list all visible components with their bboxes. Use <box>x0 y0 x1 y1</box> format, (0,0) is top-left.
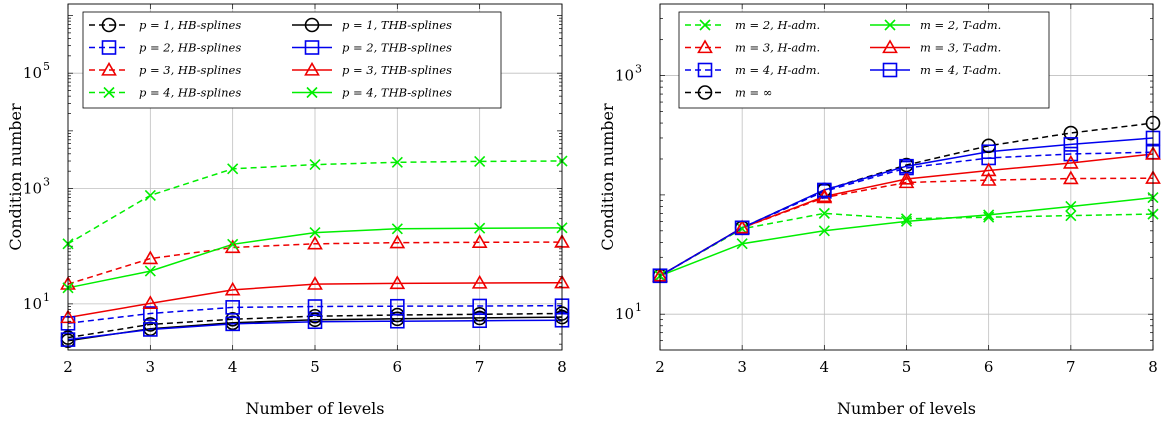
y-tick-exponent: 5 <box>43 60 50 73</box>
x-tick-label: 6 <box>393 358 403 376</box>
x-tick-label: 3 <box>146 358 156 376</box>
x-tick-label: 3 <box>737 358 747 376</box>
x-tick-label: 8 <box>557 358 567 376</box>
y-tick-label: 10 <box>23 180 42 198</box>
y-axis-label: Condition number <box>6 103 25 251</box>
legend-item-p-1-thb-splines: p = 1, THB-splines <box>292 18 452 32</box>
x-tick-label: 5 <box>902 358 912 376</box>
x-tick-label: 4 <box>228 358 238 376</box>
x-tick-label: 2 <box>63 358 73 376</box>
x-axis-label: Number of levels <box>246 399 385 418</box>
legend-label: p = 2, THB-splines <box>342 41 452 55</box>
y-tick-exponent: 1 <box>635 301 642 314</box>
legend-item-m-3-t-adm: m = 3, T-adm. <box>870 41 1001 55</box>
x-tick-label: 6 <box>984 358 994 376</box>
legend-label: p = 4, HB-splines <box>139 86 241 100</box>
legend-label: p = 3, HB-splines <box>139 63 241 77</box>
x-tick-label: 5 <box>310 358 320 376</box>
y-tick-label: 10 <box>23 64 42 82</box>
x-axis-label: Number of levels <box>837 399 976 418</box>
legend-label: p = 1, THB-splines <box>342 18 452 32</box>
legend: m = 2, H-adm. m = 3, H-adm. m = 4, H-adm. m… <box>679 12 1049 108</box>
y-tick-exponent: 3 <box>43 176 50 189</box>
legend-label: p = 4, THB-splines <box>342 86 452 100</box>
x-tick-label: 8 <box>1148 358 1158 376</box>
legend-label: m = ∞ <box>735 86 772 100</box>
y-tick-exponent: 3 <box>635 63 642 76</box>
legend-item-p-4-thb-splines: p = 4, THB-splines <box>292 86 452 100</box>
legend-label: p = 2, HB-splines <box>139 41 241 55</box>
y-tick-label: 10 <box>23 295 42 313</box>
y-tick-label: 10 <box>615 305 634 323</box>
legend-label: p = 3, THB-splines <box>342 63 452 77</box>
x-tick-label: 4 <box>820 358 830 376</box>
x-tick-label: 7 <box>475 358 485 376</box>
legend-label: m = 3, H-adm. <box>735 41 820 55</box>
y-tick-exponent: 1 <box>43 291 50 304</box>
legend-label: m = 4, T-adm. <box>920 63 1001 77</box>
legend-label: m = 2, T-adm. <box>920 18 1001 32</box>
x-tick-label: 2 <box>655 358 665 376</box>
legend: p = 1, HB-splines p = 2, HB-splines p = 3,… <box>83 12 501 108</box>
y-axis-label: Condition number <box>598 103 617 251</box>
legend-item-m-3-h-adm: m = 3, H-adm. <box>685 41 820 55</box>
legend-label: m = 3, T-adm. <box>920 41 1001 55</box>
legend-label: m = 2, H-adm. <box>735 18 820 32</box>
x-tick-label: 7 <box>1066 358 1076 376</box>
legend-label: p = 1, HB-splines <box>139 18 241 32</box>
legend-label: m = 4, H-adm. <box>735 63 820 77</box>
y-tick-label: 10 <box>615 67 634 85</box>
